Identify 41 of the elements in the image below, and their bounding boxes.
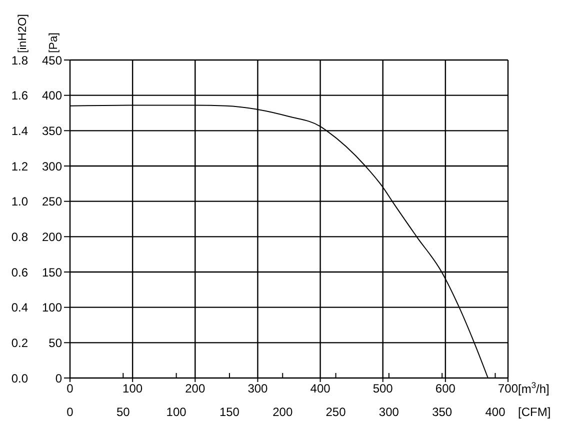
x2-tick-label: 250 [326, 405, 346, 419]
y2-axis-title: [inH2O] [17, 14, 29, 53]
y-tick-label: 300 [42, 159, 62, 174]
x-tick-label: 0 [66, 382, 74, 396]
y-tick-label: 200 [42, 230, 62, 244]
y-tick-label: 0 [55, 371, 62, 386]
y-tick-label: 150 [42, 265, 62, 280]
x2-tick-label: 100 [166, 405, 187, 419]
y2-tick-label: 1.2 [11, 159, 28, 174]
x-tick-label: 300 [248, 382, 268, 396]
y2-tick-label: 0.2 [11, 336, 28, 350]
x-tick-label: 700 [498, 382, 518, 396]
y-tick-label: 100 [42, 300, 62, 315]
x-tick-label: 600 [435, 382, 456, 396]
x2-axis-title: [CFM] [518, 405, 551, 419]
y-tick-label: 50 [48, 336, 62, 350]
y2-tick-label: 1.0 [11, 194, 28, 209]
x2-tick-label: 300 [378, 405, 400, 419]
y2-tick-label: 1.4 [11, 124, 28, 138]
y-axis-title: [Pa] [48, 32, 60, 53]
x2-tick-label: 0 [66, 405, 74, 419]
y-tick-label: 250 [42, 194, 62, 209]
y-tick-label: 350 [42, 124, 62, 138]
x2-tick-label: 50 [116, 405, 130, 419]
x-axis-title: [m$^{3}$/h] [518, 380, 550, 396]
y2-tick-label: 1.8 [11, 53, 28, 68]
x-tick-label: 200 [185, 382, 206, 396]
y-tick-label: 450 [42, 53, 62, 68]
y2-tick-label: 0.6 [11, 265, 28, 280]
x2-tick-label: 400 [485, 405, 506, 419]
y2-tick-label: 0.0 [11, 371, 28, 386]
y2-tick-label: 0.8 [11, 230, 28, 244]
y2-tick-label: 0.4 [11, 300, 28, 315]
x-tick-label: 400 [310, 382, 331, 396]
y-tick-label: 400 [42, 88, 62, 103]
x2-tick-label: 150 [219, 405, 240, 419]
y2-tick-label: 1.6 [11, 88, 28, 103]
x-tick-label: 500 [372, 382, 394, 396]
x2-tick-label: 200 [272, 405, 293, 419]
x-tick-label: 100 [122, 382, 143, 396]
x2-tick-label: 350 [432, 405, 452, 419]
